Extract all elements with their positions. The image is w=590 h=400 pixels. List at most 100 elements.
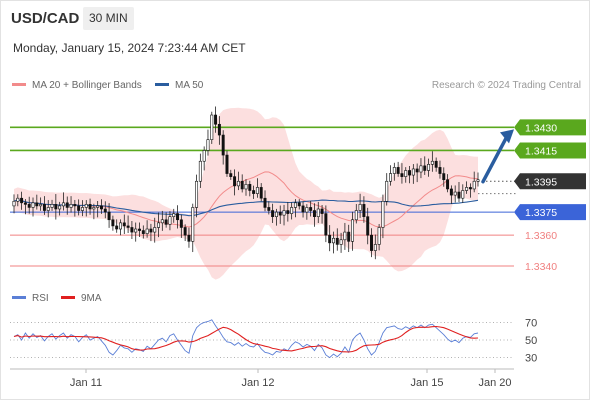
candle-body — [392, 167, 396, 174]
candle — [263, 190, 267, 212]
candle-body — [255, 187, 259, 194]
candle-body — [46, 207, 50, 211]
candle — [465, 181, 469, 194]
candle — [16, 194, 20, 207]
price-tag-box — [514, 173, 586, 190]
candle-body — [286, 210, 290, 214]
timeframe-badge[interactable]: 30 MIN — [83, 7, 134, 30]
candle — [411, 164, 415, 184]
candle — [457, 182, 461, 203]
candle — [179, 214, 183, 238]
candle-body — [438, 167, 442, 174]
candle-body — [263, 197, 267, 208]
legend-label: RSI — [32, 293, 49, 304]
candle — [449, 185, 453, 204]
legend-swatch — [155, 82, 169, 86]
candle-body — [434, 160, 438, 168]
candle — [168, 211, 172, 231]
candle — [468, 183, 472, 198]
candle — [65, 196, 69, 215]
candlesticks — [12, 106, 480, 260]
header: USD/CAD 30 MIN — [0, 0, 590, 36]
candle — [240, 174, 244, 193]
source-credit: Research © 2024 Trading Central — [431, 80, 581, 91]
candle — [88, 198, 92, 215]
candle — [42, 196, 46, 215]
symbol-title: USD/CAD — [11, 10, 80, 27]
candle-body — [107, 211, 111, 221]
candle — [415, 163, 419, 183]
candle-body — [206, 139, 210, 151]
candle — [119, 219, 122, 236]
candle-body — [248, 184, 252, 191]
candle — [141, 225, 145, 239]
candle-body — [160, 219, 164, 224]
legend-label: MA 50 — [175, 80, 204, 91]
candle-body — [31, 202, 35, 208]
legend-swatch — [12, 295, 26, 299]
candle — [122, 214, 126, 234]
candle — [278, 205, 282, 224]
candle — [320, 204, 324, 224]
candle — [236, 171, 240, 191]
candle — [210, 111, 214, 144]
candle-body — [145, 228, 149, 234]
candle-body — [80, 207, 84, 211]
candle — [282, 204, 286, 226]
legend-label: 9MA — [81, 293, 102, 304]
time-tick-label: Jan 12 — [241, 377, 274, 389]
candle — [96, 200, 100, 218]
candle-body — [187, 234, 191, 242]
time-axis: Jan 11 Jan 12 Jan 15 Jan 20 — [10, 368, 514, 389]
candle-body — [61, 202, 65, 207]
candle — [233, 169, 237, 196]
price-tag-text: 1.3395 — [525, 176, 557, 188]
candle — [69, 196, 73, 213]
candle-body — [362, 204, 366, 217]
candle-body — [442, 173, 446, 181]
candle-body — [389, 173, 393, 182]
candle — [286, 201, 290, 222]
candle-body — [335, 237, 339, 245]
candle — [176, 205, 180, 229]
candle-body — [183, 227, 187, 236]
candle-body — [202, 150, 206, 162]
candle — [46, 200, 50, 218]
candle-body — [149, 228, 153, 233]
candle — [419, 158, 423, 179]
candle — [274, 208, 278, 226]
candle-body — [259, 187, 263, 199]
candle — [84, 200, 88, 217]
candle — [54, 194, 58, 220]
legend-label: MA 20 + Bollinger Bands — [32, 80, 142, 91]
candle — [427, 158, 431, 177]
candle-body — [157, 222, 161, 228]
candle-body — [465, 187, 469, 191]
candle — [145, 220, 149, 238]
candle — [80, 200, 84, 217]
candle — [434, 157, 438, 172]
candle — [343, 222, 347, 250]
candle — [195, 174, 199, 218]
candle-body — [320, 208, 324, 214]
candle-body — [99, 205, 103, 210]
candle — [221, 130, 225, 165]
candle — [389, 165, 393, 186]
candle — [366, 207, 370, 245]
candle — [396, 161, 400, 177]
candle — [358, 193, 362, 218]
price-tag-box — [514, 204, 586, 221]
candle-body — [229, 173, 233, 177]
candle-body — [16, 197, 20, 202]
candle — [35, 194, 39, 210]
candle-body — [210, 114, 214, 140]
candle-body — [305, 207, 309, 213]
candle-body — [12, 200, 16, 207]
candle-body — [225, 154, 229, 174]
level-label-1-3340: 1.3340 — [525, 261, 557, 273]
candle-body — [115, 225, 119, 230]
level-label-1-3360: 1.3360 — [525, 230, 557, 242]
candle-body — [278, 211, 282, 216]
candle — [183, 224, 187, 242]
